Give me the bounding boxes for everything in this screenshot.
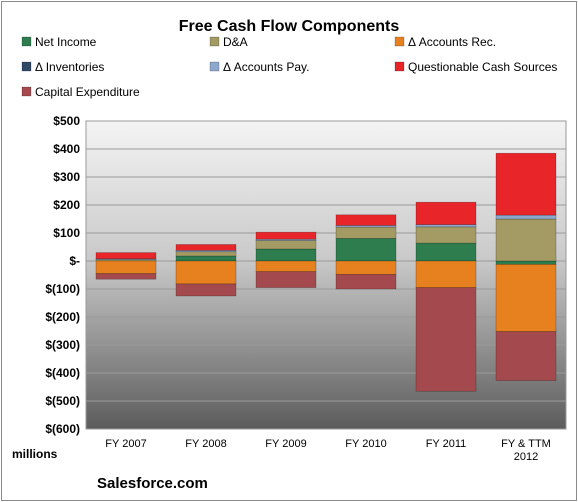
x-tick-label: FY 2010 [345, 438, 386, 450]
legend-entry: Δ Accounts Pay. [223, 60, 310, 74]
bar-segment [335, 238, 397, 262]
bar-segment [335, 274, 397, 290]
bar-segment [495, 264, 557, 332]
y-tick-label: $500 [53, 114, 80, 128]
bar-segment [95, 252, 157, 260]
legend-entry: Δ Accounts Rec. [408, 35, 496, 49]
x-tick-label: FY 2008 [185, 438, 226, 450]
bar-segment [255, 260, 317, 272]
bar-segment [335, 260, 397, 275]
legend-swatch [394, 36, 405, 47]
legend-entry: Δ Inventories [35, 60, 104, 74]
x-tick-label: FY 2007 [105, 438, 146, 450]
bar-segment [495, 331, 557, 381]
y-tick-label: $400 [53, 142, 80, 156]
legend-swatch [209, 61, 220, 72]
y-tick-label: $(400) [45, 366, 80, 380]
y-tick-label: $(200) [45, 310, 80, 324]
bar-segment [175, 255, 237, 262]
bar-segment [335, 214, 397, 226]
bar-segment [255, 271, 317, 288]
bar-segment [495, 218, 557, 262]
bar-segment [495, 152, 557, 216]
bar-segment [415, 260, 477, 288]
plot-area [85, 120, 567, 430]
bar-segment [415, 242, 477, 262]
bar-segment [335, 226, 397, 239]
y-tick-label: $(500) [45, 394, 80, 408]
y-tick-label: $- [69, 254, 80, 268]
legend-entry: Capital Expenditure [35, 85, 140, 99]
legend-entry: Questionable Cash Sources [408, 60, 557, 74]
y-tick-label: $(600) [45, 422, 80, 436]
bar-segment [175, 260, 237, 285]
source-footer: Salesforce.com [97, 475, 208, 492]
legend-swatch [209, 36, 220, 47]
bar-segment [255, 240, 317, 250]
bar-segment [415, 287, 477, 392]
bar-segment [495, 260, 557, 265]
x-tick-label: FY & TTM 2012 [501, 438, 551, 463]
x-tick-label: FY 2011 [426, 438, 467, 450]
x-tick-label: FY 2009 [265, 438, 306, 450]
chart-title: Free Cash Flow Components [179, 18, 400, 35]
bar-segment [495, 214, 557, 220]
bar-segment [415, 224, 477, 228]
bar-segment [415, 226, 477, 244]
bar-segment [415, 201, 477, 225]
legend-entry: D&A [223, 35, 248, 49]
legend-entry: Net Income [35, 35, 97, 49]
bar-segment [255, 231, 317, 240]
legend-swatch [21, 86, 32, 97]
bar-segment [175, 251, 237, 257]
bar-segment [175, 244, 237, 251]
bar-segment [95, 273, 157, 280]
y-axis-unit-label: millions [12, 447, 58, 461]
bar-segment [175, 283, 237, 297]
y-tick-label: $100 [53, 226, 80, 240]
legend-swatch [394, 61, 405, 72]
y-tick-label: $(100) [45, 282, 80, 296]
legend-swatch [21, 61, 32, 72]
bar-segment [95, 260, 157, 274]
y-tick-label: $(300) [45, 338, 80, 352]
legend-swatch [21, 36, 32, 47]
y-tick-label: $200 [53, 198, 80, 212]
y-tick-label: $300 [53, 170, 80, 184]
bar-segment [255, 248, 317, 262]
